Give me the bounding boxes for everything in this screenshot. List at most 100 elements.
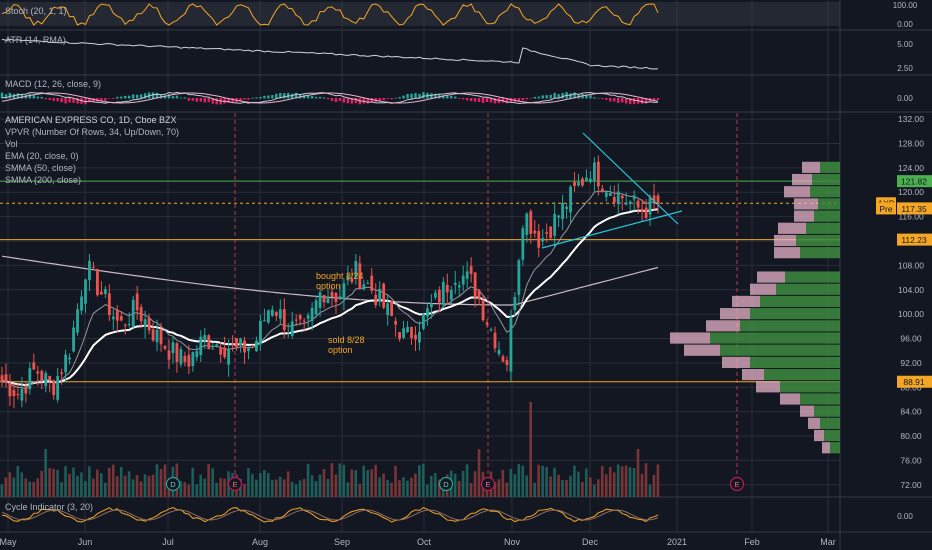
macd-bar	[458, 98, 461, 99]
candle-body	[600, 188, 604, 192]
stoch-pane[interactable]: Stoch (20, 1, 1) 100.00 0.00	[0, 1, 918, 29]
volume-bar	[640, 473, 644, 497]
candle-body	[501, 356, 505, 362]
volume-bar	[52, 468, 55, 497]
macd-bar	[473, 98, 477, 102]
candle-body	[314, 300, 318, 315]
macd-bar	[52, 98, 55, 101]
macd-bar	[533, 96, 536, 99]
candle-body	[513, 296, 517, 311]
candle-body	[402, 328, 405, 338]
candle-body	[235, 338, 238, 347]
volume-bar	[338, 463, 342, 497]
legend-vol: Vol	[5, 139, 18, 149]
candle-body	[585, 177, 588, 181]
volume-bar	[632, 468, 636, 497]
macd-bar	[28, 94, 32, 99]
candle-body	[656, 195, 660, 205]
volume-bar	[410, 477, 413, 497]
candle-body	[457, 285, 461, 288]
candle-body	[648, 197, 652, 215]
macd-bar	[128, 95, 131, 99]
candle-body	[473, 272, 477, 298]
macd-bar	[179, 97, 183, 99]
vpvr-up-row	[720, 344, 840, 356]
dividend-badge[interactable]: D	[165, 476, 181, 492]
smma-200-line	[1, 255, 659, 306]
vpvr-up-row	[780, 381, 840, 393]
pre-tag-label: Pre	[879, 204, 893, 214]
candle-body	[286, 332, 290, 334]
candle-body	[465, 271, 469, 279]
macd-bar	[625, 98, 628, 104]
macd-pane[interactable]: MACD (12, 26, close, 9) 0.00	[0, 79, 914, 105]
volume-bar	[577, 471, 580, 497]
macd-bar	[354, 98, 358, 104]
candle-body	[370, 275, 374, 291]
earnings-badge[interactable]: E	[227, 476, 243, 492]
candle-body	[581, 178, 584, 186]
volume-bar	[505, 482, 509, 497]
triangle-upper-line[interactable]	[582, 132, 679, 225]
vpvr-down-row	[784, 186, 810, 198]
macd-bar	[521, 98, 525, 101]
candle-body	[88, 260, 91, 281]
candle-body	[561, 202, 565, 219]
atr-pane[interactable]: ATR (14, RMA) 5.00 2.50	[1, 35, 913, 73]
cycle-line-secondary	[1, 509, 659, 521]
badge-letter: D	[443, 480, 449, 489]
vpvr-up-row	[814, 210, 840, 222]
candle-body	[219, 347, 223, 355]
macd-bar	[469, 98, 473, 102]
vpvr-up-row	[810, 186, 840, 198]
macd-bar	[422, 92, 425, 99]
vpvr-down-row	[794, 210, 814, 222]
dividend-badge[interactable]: D	[438, 476, 454, 492]
volume-bar	[163, 464, 167, 497]
macd-bar	[597, 97, 600, 99]
volume-bar	[553, 467, 556, 497]
macd-bar	[338, 98, 342, 102]
macd-bar	[92, 98, 95, 103]
triangle-pattern[interactable]	[541, 132, 683, 249]
macd-bar	[465, 98, 469, 101]
macd-bar	[605, 98, 608, 100]
candle-body	[247, 348, 250, 351]
vpvr-down-row	[780, 393, 800, 405]
candle-body	[282, 309, 286, 330]
candle-body	[477, 290, 481, 300]
volume-bar	[378, 477, 381, 497]
volume-bar	[88, 466, 91, 497]
candle-body	[517, 260, 521, 295]
triangle-lower-line[interactable]	[541, 210, 683, 249]
earnings-badge[interactable]: E	[729, 476, 745, 492]
candle-body	[119, 316, 123, 321]
candle-body	[636, 200, 640, 208]
candle-body	[211, 348, 215, 350]
price-tick: 116.00	[898, 212, 924, 222]
candle-body	[12, 390, 16, 397]
macd-bar	[402, 95, 405, 99]
main-pane[interactable]: bought 8/24 option sold 8/28 option AMER…	[0, 113, 932, 497]
volume-bar	[477, 449, 481, 497]
earnings-badge[interactable]: E	[480, 476, 496, 492]
time-tick: Feb	[744, 537, 760, 547]
macd-bar	[477, 98, 481, 102]
volume-bar	[581, 481, 584, 497]
macd-bar	[171, 96, 175, 99]
macd-label: MACD (12, 26, close, 9)	[5, 79, 101, 89]
cycle-tick-0: 0.00	[897, 512, 913, 521]
volume-bar	[604, 474, 608, 497]
candle-body	[255, 340, 258, 352]
macd-bar	[334, 98, 338, 103]
atr-label: ATR (14, RMA)	[5, 35, 66, 45]
candle-body	[593, 162, 596, 182]
price-tag-label: 117.35	[901, 204, 927, 214]
macd-bar	[330, 98, 334, 101]
macd-bar	[207, 98, 210, 103]
volume-bar	[96, 469, 99, 497]
cycle-pane[interactable]: Cycle Indicator (3, 20) 0.00	[1, 502, 913, 523]
time-axis[interactable]: May Jun Jul Aug Sep Oct Nov Dec 2021 Feb Mar	[0, 537, 836, 547]
